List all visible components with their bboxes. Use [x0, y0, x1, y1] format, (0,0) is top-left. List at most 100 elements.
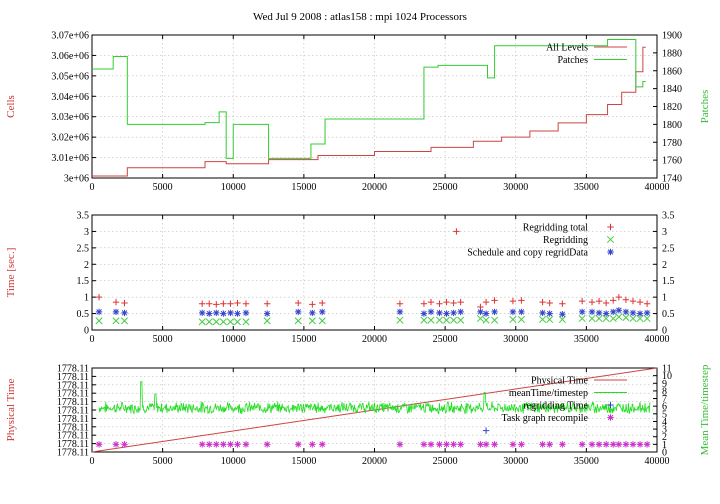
point-schedule-and-copy-regriddata	[457, 308, 464, 316]
point-regridding	[629, 314, 637, 323]
x-tick-label: 20000	[362, 182, 387, 193]
point-task-graph-recompile	[309, 441, 316, 448]
point-regridding-total	[242, 300, 250, 307]
point-schedule-and-copy-regriddata	[213, 309, 220, 317]
y2-axis-label: Mean Time/timestep	[699, 364, 711, 455]
point-regridding	[602, 314, 610, 323]
point-regridding-total	[295, 299, 302, 307]
point-schedule-and-copy-regriddata	[242, 309, 250, 317]
point-schedule-and-copy-regriddata	[578, 308, 586, 316]
y-tick-label: 1778.11	[57, 406, 89, 417]
x-tick-label: 10000	[221, 456, 246, 467]
point-regridding-total	[443, 298, 450, 306]
point-regridding-total	[227, 300, 234, 307]
point-task-graph-recompile	[457, 441, 464, 448]
point-regridding-total	[213, 301, 220, 308]
point-regridding-total	[588, 298, 596, 306]
y-tick-label: 1778.11	[57, 389, 89, 400]
point-regridding	[219, 318, 227, 326]
point-schedule-and-copy-regriddata	[602, 310, 610, 317]
point-schedule-and-copy-regriddata	[295, 308, 302, 316]
point-task-graph-recompile	[610, 441, 617, 448]
point-schedule-and-copy-regriddata	[588, 308, 596, 316]
x-tick-label: 0	[90, 334, 95, 345]
y2-tick-label: 1880	[662, 48, 682, 59]
y2-tick-label: 1800	[662, 120, 682, 131]
plot-frame	[91, 34, 658, 179]
point-regridding-total	[427, 298, 435, 306]
x-tick-label: 40000	[645, 334, 670, 345]
point-schedule-and-copy-regriddata	[482, 310, 490, 317]
x-tick-label: 15000	[291, 182, 316, 193]
point-regridding-total	[450, 299, 457, 307]
point-regridding-total	[457, 298, 464, 306]
point-regridding-total	[482, 298, 490, 306]
point-regridding	[435, 316, 444, 324]
y2-tick-label: 0	[662, 448, 667, 459]
point-task-graph-recompile	[234, 441, 241, 448]
point-regridding	[476, 314, 484, 323]
y2-tick-label: 0	[662, 326, 667, 337]
point-schedule-and-copy-regriddata	[509, 308, 517, 316]
y-tick-label: 1778.11	[57, 422, 89, 433]
y-tick-label: 3.06e+06	[51, 51, 89, 62]
point-regridding	[595, 314, 603, 323]
point-schedule-and-copy-regriddata	[491, 308, 498, 316]
legend-label: Regridding	[543, 235, 588, 246]
point-task-graph-recompile	[615, 441, 623, 448]
point-schedule-and-copy-regriddata	[477, 308, 484, 316]
point-regridding	[482, 316, 490, 324]
point-task-graph-recompile	[559, 441, 566, 448]
y-tick-label: 1778.11	[57, 431, 89, 442]
point-schedule-and-copy-regriddata	[518, 308, 525, 316]
y-tick-label: 1778.11	[57, 448, 89, 459]
point-task-graph-recompile	[546, 441, 553, 448]
legend-label: Patches	[557, 55, 588, 66]
x-tick-label: 5000	[153, 334, 173, 345]
point-task-graph-recompile	[518, 441, 525, 448]
point-task-graph-recompile	[443, 441, 450, 448]
point-schedule-and-copy-regriddata	[95, 308, 103, 316]
point-regridding-total	[319, 299, 326, 307]
point-regridding-total	[198, 300, 206, 307]
point-regridding	[636, 314, 644, 323]
point-regridding	[622, 313, 630, 322]
point-task-graph-recompile	[95, 441, 103, 448]
y-tick-label: 2.5	[77, 243, 90, 254]
x-tick-label: 15000	[291, 334, 316, 345]
x-tick-label: 25000	[433, 456, 458, 467]
point-regridding	[226, 318, 234, 326]
point-regridding-total	[396, 300, 404, 307]
x-tick-label: 30000	[503, 334, 528, 345]
point-schedule-and-copy-regriddata	[443, 310, 450, 317]
point-regridding-total	[610, 297, 617, 304]
point-regridding-total	[509, 297, 517, 305]
point-task-graph-recompile	[482, 441, 490, 448]
point-regridding	[643, 314, 651, 323]
point-regridding	[450, 316, 458, 324]
point-schedule-and-copy-regriddata	[595, 309, 603, 317]
point-regridding-total	[546, 299, 553, 307]
x-tick-label: 30000	[503, 182, 528, 193]
point-regridding	[205, 318, 213, 326]
point-regridding	[242, 318, 250, 326]
point-regridding	[233, 318, 242, 326]
y-tick-label: 1.5	[77, 276, 90, 287]
point-task-graph-recompile	[450, 441, 457, 448]
y-tick-label: 1778.11	[57, 439, 89, 450]
x-tick-label: 35000	[574, 334, 599, 345]
physical-time-panel: 0 5000 10000 15000 20000 25000 30000 35000 40000…	[5, 364, 711, 468]
point-regridding	[294, 317, 302, 325]
y-tick-label: 3.01e+06	[51, 153, 89, 164]
point-regridding	[396, 316, 404, 324]
point-schedule-and-copy-regriddata	[420, 310, 428, 317]
y2-axis-label: Patches	[699, 90, 711, 124]
y2-tick-label: 3	[662, 425, 667, 436]
point-task-graph-recompile	[427, 441, 435, 448]
cells-patches-panel: 0 5000 10000 15000 20000 25000 30000 35000 40000…	[5, 31, 711, 194]
y-tick-label: 1778.11	[57, 414, 89, 425]
y-tick-label: 3.03e+06	[51, 112, 89, 123]
y-tick-label: 1	[84, 293, 89, 304]
point-regridding-total	[629, 297, 637, 305]
